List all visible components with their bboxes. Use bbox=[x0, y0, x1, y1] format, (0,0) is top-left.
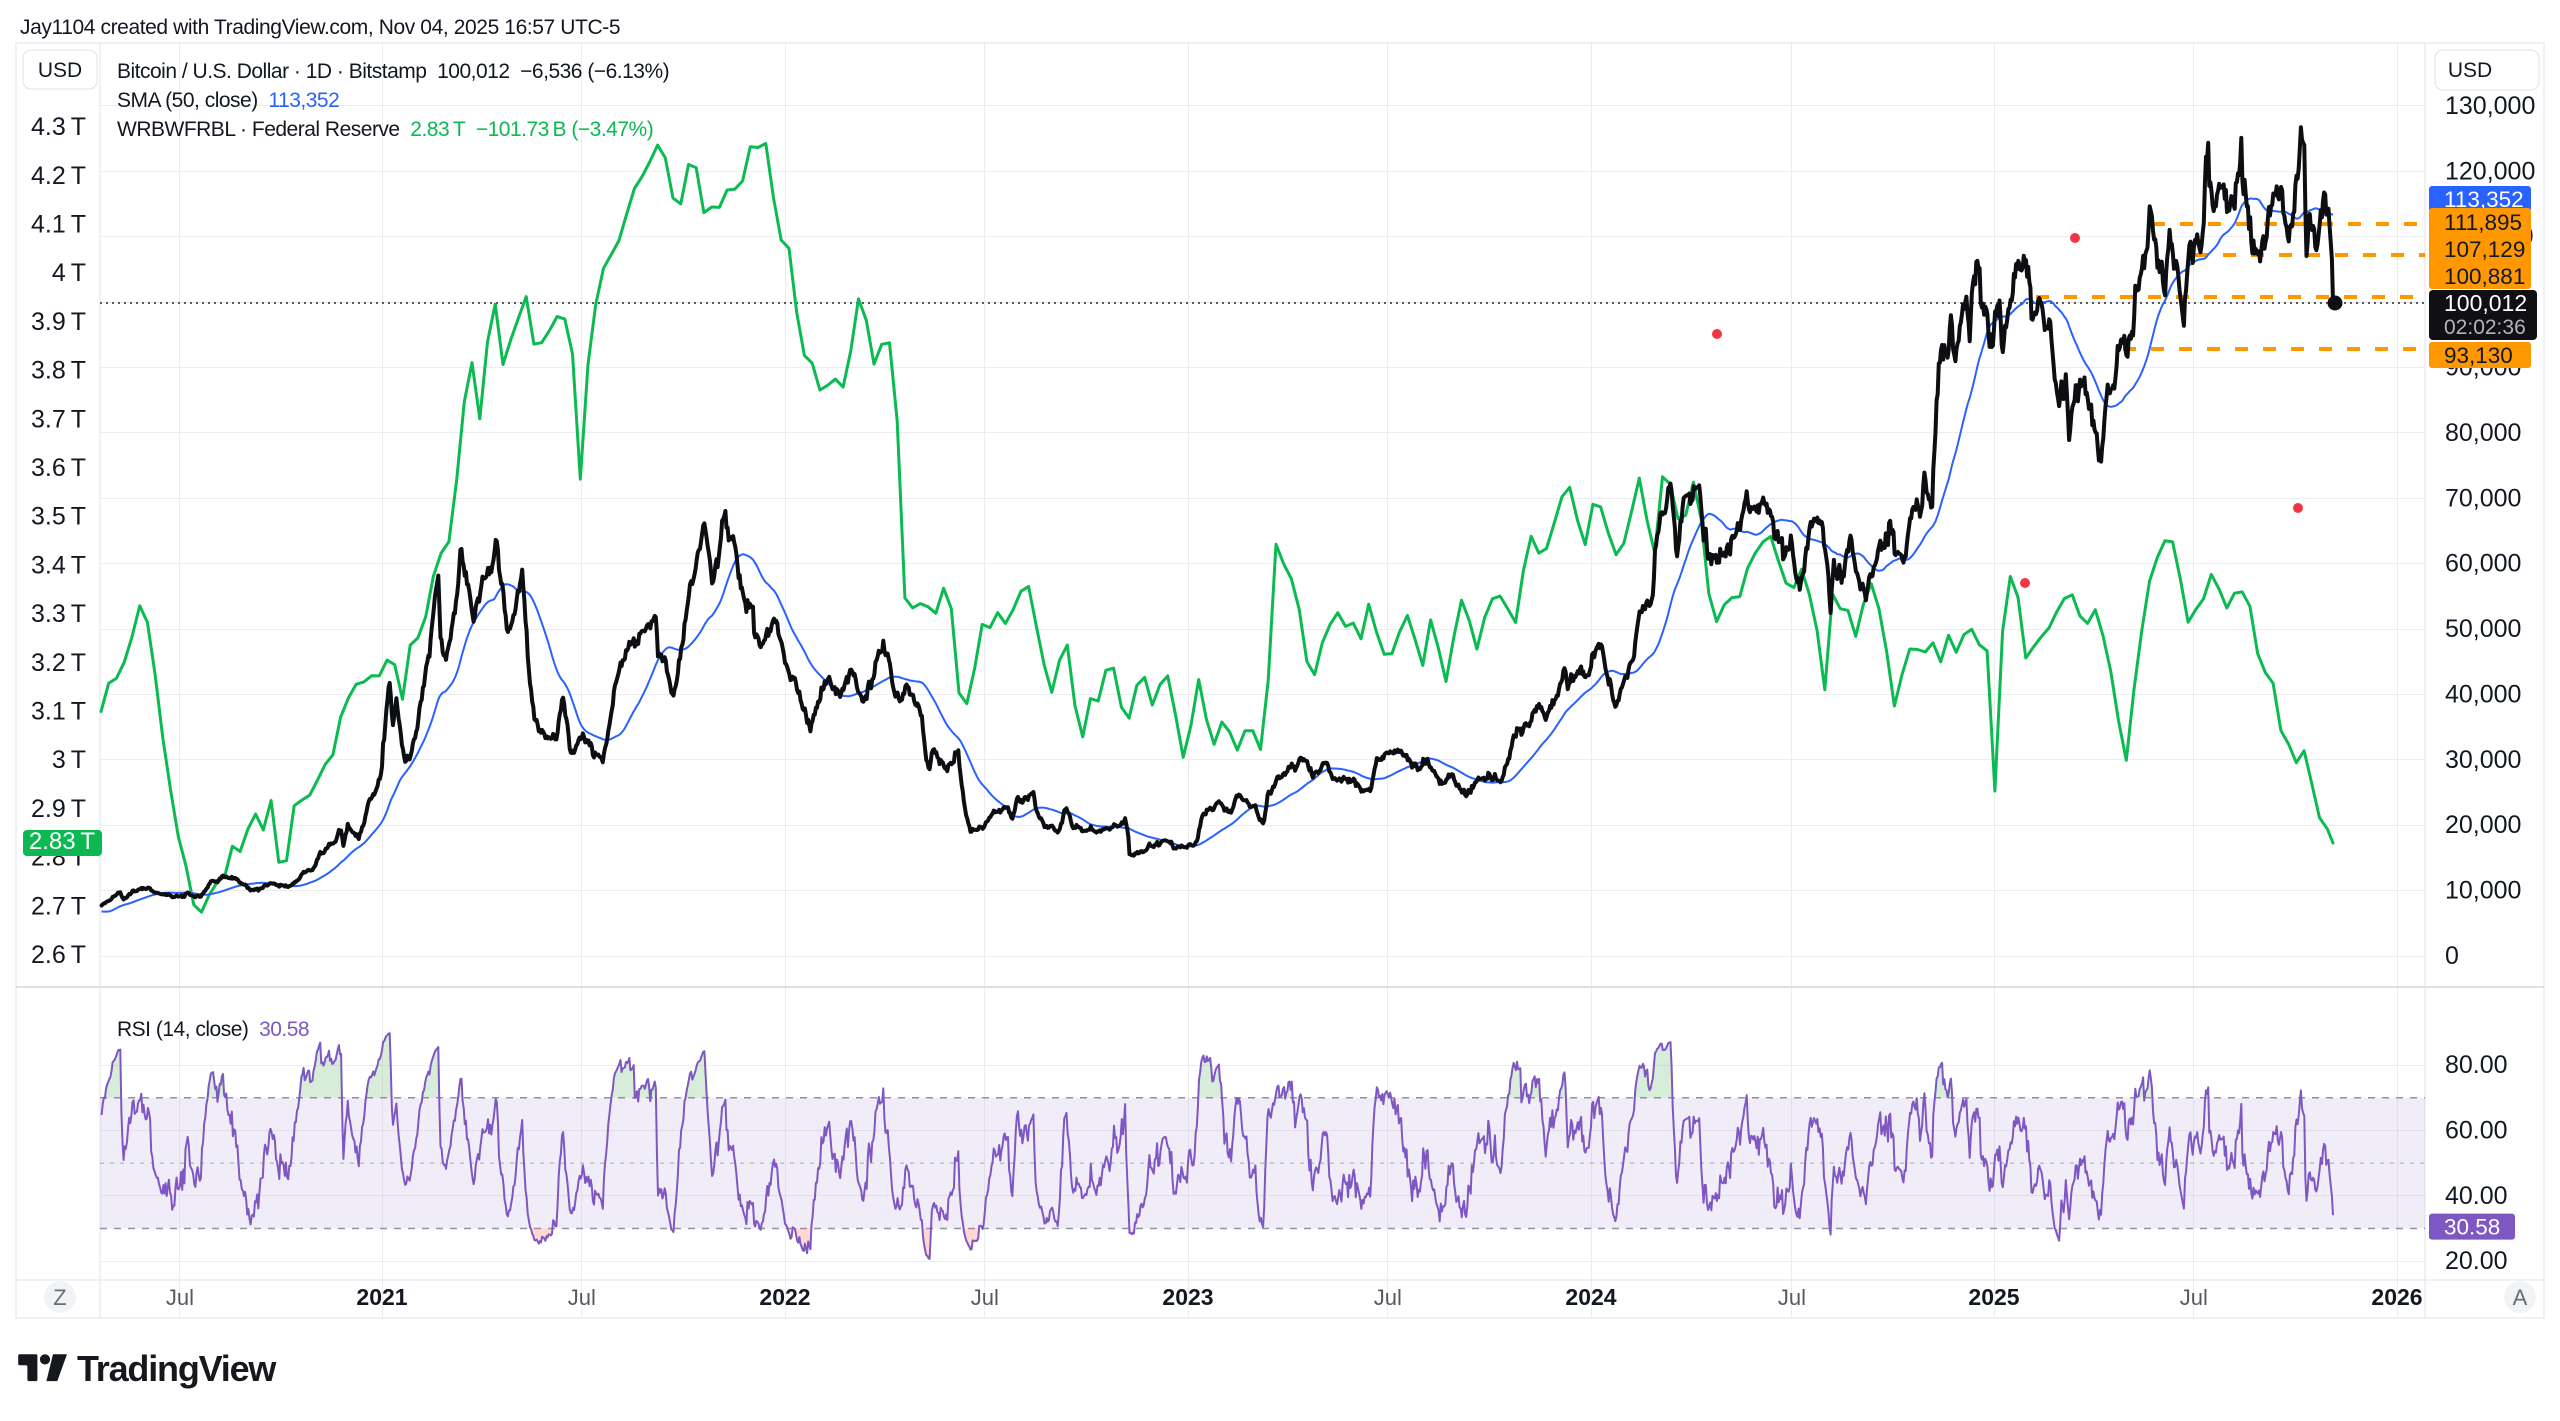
svg-text:4.1 T: 4.1 T bbox=[31, 211, 86, 239]
svg-text:USD: USD bbox=[38, 59, 82, 82]
svg-text:10,000: 10,000 bbox=[2445, 877, 2521, 905]
svg-text:3.5 T: 3.5 T bbox=[31, 503, 86, 531]
svg-text:Jul: Jul bbox=[971, 1285, 999, 1310]
svg-text:2024: 2024 bbox=[1565, 1284, 1616, 1310]
svg-text:20.00: 20.00 bbox=[2445, 1247, 2508, 1275]
svg-text:4.2 T: 4.2 T bbox=[31, 162, 86, 190]
svg-text:3.1 T: 3.1 T bbox=[31, 698, 86, 726]
svg-text:3.2 T: 3.2 T bbox=[31, 649, 86, 677]
svg-text:60,000: 60,000 bbox=[2445, 550, 2521, 578]
svg-text:Jul: Jul bbox=[1778, 1285, 1806, 1310]
svg-text:2022: 2022 bbox=[759, 1284, 810, 1310]
svg-text:70,000: 70,000 bbox=[2445, 484, 2521, 512]
svg-text:Bitcoin / U.S. Dollar · 1D · B: Bitcoin / U.S. Dollar · 1D · Bitstamp 10… bbox=[117, 60, 669, 83]
svg-text:2.7 T: 2.7 T bbox=[31, 892, 86, 920]
svg-text:30.58: 30.58 bbox=[2444, 1215, 2500, 1240]
svg-text:113,352: 113,352 bbox=[2444, 187, 2524, 212]
svg-text:A: A bbox=[2513, 1285, 2528, 1310]
svg-text:Jul: Jul bbox=[166, 1285, 194, 1310]
svg-text:80,000: 80,000 bbox=[2445, 419, 2521, 447]
svg-text:107,129: 107,129 bbox=[2444, 237, 2525, 262]
svg-text:2.6 T: 2.6 T bbox=[31, 941, 86, 969]
svg-text:100,881: 100,881 bbox=[2444, 264, 2525, 289]
svg-text:130,000: 130,000 bbox=[2445, 92, 2535, 120]
svg-text:93,130: 93,130 bbox=[2444, 343, 2513, 368]
svg-text:2023: 2023 bbox=[1162, 1284, 1213, 1310]
svg-text:Z: Z bbox=[53, 1285, 66, 1310]
svg-text:40,000: 40,000 bbox=[2445, 680, 2521, 708]
svg-text:4.3 T: 4.3 T bbox=[31, 113, 86, 141]
svg-text:3.6 T: 3.6 T bbox=[31, 454, 86, 482]
svg-text:2025: 2025 bbox=[1968, 1284, 2019, 1310]
svg-text:USD: USD bbox=[2448, 59, 2492, 82]
svg-text:3.7 T: 3.7 T bbox=[31, 405, 86, 433]
svg-text:RSI (14, close) 30.58: RSI (14, close) 30.58 bbox=[117, 1018, 309, 1041]
svg-text:3.3 T: 3.3 T bbox=[31, 600, 86, 628]
svg-text:4 T: 4 T bbox=[52, 259, 86, 287]
svg-text:3.8 T: 3.8 T bbox=[31, 357, 86, 385]
svg-text:2021: 2021 bbox=[356, 1284, 407, 1310]
svg-text:3 T: 3 T bbox=[52, 746, 86, 774]
svg-text:60.00: 60.00 bbox=[2445, 1116, 2508, 1144]
svg-text:2.9 T: 2.9 T bbox=[31, 795, 86, 823]
svg-text:Jul: Jul bbox=[2180, 1285, 2208, 1310]
svg-text:3.4 T: 3.4 T bbox=[31, 551, 86, 579]
svg-text:TradingView: TradingView bbox=[77, 1348, 277, 1389]
svg-text:3.9 T: 3.9 T bbox=[31, 308, 86, 336]
svg-text:SMA (50, close) 113,352: SMA (50, close) 113,352 bbox=[117, 89, 339, 112]
svg-text:20,000: 20,000 bbox=[2445, 811, 2521, 839]
svg-text:2026: 2026 bbox=[2371, 1284, 2422, 1310]
svg-text:Jay1104 created with TradingVi: Jay1104 created with TradingView.com, No… bbox=[20, 16, 620, 39]
svg-text:0: 0 bbox=[2445, 942, 2459, 970]
svg-text:02:02:36: 02:02:36 bbox=[2444, 316, 2526, 339]
svg-text:40.00: 40.00 bbox=[2445, 1182, 2508, 1210]
svg-text:120,000: 120,000 bbox=[2445, 157, 2535, 185]
svg-text:100,012: 100,012 bbox=[2444, 290, 2527, 316]
svg-text:111,895: 111,895 bbox=[2444, 210, 2522, 235]
svg-text:80.00: 80.00 bbox=[2445, 1051, 2508, 1079]
svg-text:Jul: Jul bbox=[1374, 1285, 1402, 1310]
svg-text:2.83 T: 2.83 T bbox=[29, 828, 96, 855]
svg-text:30,000: 30,000 bbox=[2445, 746, 2521, 774]
svg-text:WRBWFRBL · Federal Reserve 2.: WRBWFRBL · Federal Reserve 2.83 T −101.7… bbox=[117, 118, 653, 141]
svg-text:50,000: 50,000 bbox=[2445, 615, 2521, 643]
svg-text:Jul: Jul bbox=[568, 1285, 596, 1310]
